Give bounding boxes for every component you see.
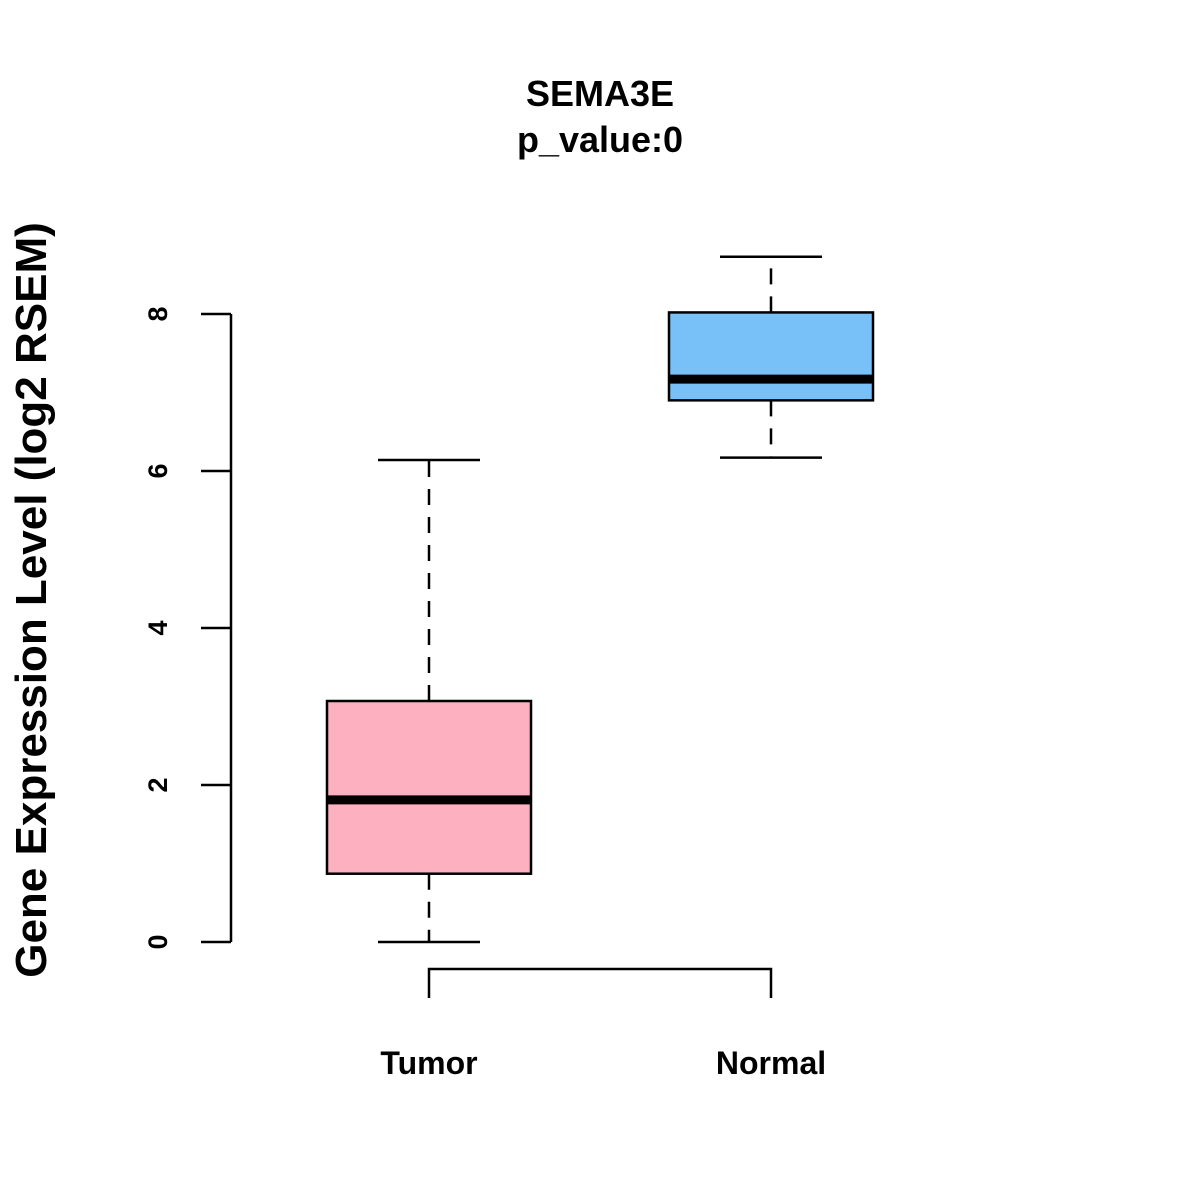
bracket-line (427, 967, 773, 998)
x-label-tumor: Tumor (380, 1045, 477, 1081)
normal-box (667, 311, 875, 402)
y-tick-label-6: 6 (143, 463, 173, 478)
y-tick-label-4: 4 (143, 620, 173, 635)
y-axis: 0 2 4 6 8 (143, 306, 233, 950)
tumor-box (325, 699, 533, 875)
y-tick-label-2: 2 (143, 777, 173, 792)
y-tick-label-0: 0 (143, 934, 173, 949)
boxes (325, 255, 875, 944)
normal-box-group (667, 255, 875, 459)
tumor-box-group (325, 458, 533, 944)
x-axis-labels: Tumor Normal (380, 1045, 826, 1081)
y-axis-label: Gene Expression Level (log2 RSEM) (7, 222, 56, 978)
chart-title: SEMA3E (526, 73, 674, 114)
x-label-normal: Normal (716, 1045, 826, 1081)
chart-subtitle: p_value:0 (517, 119, 683, 160)
y-tick-label-8: 8 (143, 306, 173, 321)
comparison-bracket (427, 967, 773, 998)
